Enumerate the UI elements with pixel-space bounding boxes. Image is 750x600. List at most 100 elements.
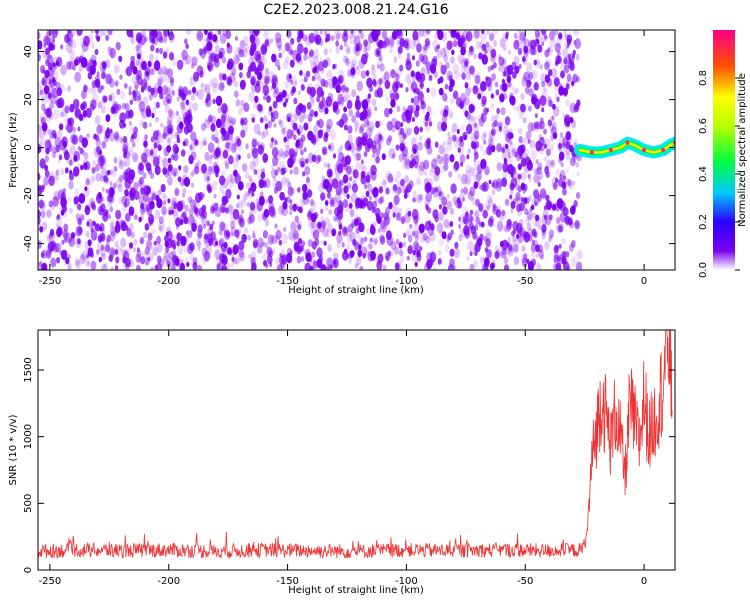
- spectrogram-cell: [275, 229, 282, 240]
- colorbar-tick-label: 0.0: [698, 262, 709, 278]
- spectrogram-cell: [537, 194, 542, 202]
- spectrogram-cell: [505, 34, 509, 40]
- spectrogram-cell: [309, 60, 313, 65]
- spectrogram-cell: [404, 130, 409, 138]
- spectrogram-cell: [176, 240, 180, 247]
- spectrogram-cell: [188, 154, 194, 165]
- spectrogram-cell: [443, 218, 450, 229]
- spectrogram-cell: [117, 184, 123, 193]
- spectrogram-cell: [517, 47, 523, 56]
- spectrogram-cell: [191, 63, 195, 69]
- spectrogram-cell: [483, 140, 487, 145]
- spectrogram-cell: [335, 46, 340, 54]
- spectrogram-cell: [411, 145, 417, 155]
- spectrogram-cell: [141, 202, 148, 213]
- spectrogram-cell: [119, 136, 124, 143]
- spectrogram-cell: [425, 30, 431, 36]
- spectrogram-cell: [322, 227, 329, 238]
- spectrogram-cell: [124, 83, 128, 89]
- spectrogram-cell: [553, 77, 560, 87]
- spectrogram-cell: [136, 48, 143, 59]
- spectrogram-cell: [290, 89, 295, 96]
- spectrogram-cell: [187, 214, 195, 226]
- spectrogram-cell: [321, 239, 325, 246]
- x-tick-label: -150: [276, 576, 299, 587]
- spectrogram-cell: [107, 74, 113, 84]
- spectrogram-cell: [346, 100, 353, 110]
- spectrogram-cell: [159, 225, 163, 231]
- spectrogram-cell: [45, 96, 50, 103]
- spectrogram-cell: [109, 222, 115, 230]
- spectrogram-cell: [298, 243, 302, 249]
- spectrogram-cell: [527, 261, 534, 270]
- spectrogram-cell: [311, 251, 316, 259]
- spectrogram-cell: [379, 195, 385, 204]
- spectrogram-cell: [425, 191, 433, 203]
- spectrogram-cell: [41, 122, 48, 132]
- spectrogram-cell: [164, 67, 170, 76]
- spectrogram-cell: [354, 119, 360, 129]
- spectrogram-cell: [250, 75, 257, 86]
- spectrogram-cell: [337, 163, 344, 174]
- spectrogram-cell: [385, 230, 392, 241]
- spectrogram-cell: [309, 265, 314, 270]
- spectrogram-cell: [513, 243, 519, 253]
- spectrogram-cell: [412, 249, 416, 256]
- spectrogram-cell: [472, 247, 478, 256]
- spectrogram-cell: [287, 116, 291, 122]
- spectrogram-cell: [438, 250, 442, 256]
- spectrogram-cell: [468, 166, 475, 177]
- spectrogram-cell: [160, 122, 164, 128]
- spectrogram-cell: [109, 92, 116, 103]
- spectrogram-cell: [202, 137, 208, 146]
- spectrogram-cell: [436, 49, 442, 59]
- spectrogram-cell: [549, 234, 553, 240]
- spectrogram-cell: [64, 105, 70, 114]
- spectrogram-cell: [269, 262, 273, 268]
- spectrogram-cell: [343, 55, 348, 64]
- spectrogram-cell: [129, 190, 133, 197]
- spectrogram-cell: [486, 205, 490, 210]
- spectrogram-cell: [133, 190, 140, 201]
- spectrogram-cell: [95, 172, 102, 182]
- spectrogram-cell: [399, 256, 405, 264]
- spectrogram-cell: [356, 233, 361, 240]
- spectrogram-cell: [442, 140, 447, 146]
- spectrogram-cell: [128, 90, 132, 96]
- spectrogram-cell: [417, 90, 424, 101]
- y-tick-label: 1500: [23, 357, 34, 382]
- spectrogram-cell: [414, 109, 420, 118]
- spectrogram-cell: [232, 257, 237, 265]
- spectrogram-cell: [76, 162, 82, 172]
- spectrogram-cell: [38, 44, 43, 50]
- spectrogram-cell: [358, 244, 362, 250]
- spectrogram-cell: [179, 177, 184, 185]
- spectrogram-cell: [559, 212, 567, 223]
- spectrogram-cell: [397, 45, 403, 54]
- spectrogram-cell: [513, 256, 520, 266]
- spectrogram-cell: [332, 105, 338, 113]
- spectrogram-cell: [125, 170, 129, 175]
- spectrogram-cell: [94, 115, 101, 125]
- spectrogram-cell: [262, 252, 267, 261]
- spectrogram-cell: [207, 142, 215, 154]
- spectrogram-cell: [265, 77, 269, 83]
- spectrogram-cell: [101, 196, 105, 203]
- spectrogram-cell: [567, 181, 574, 190]
- spectrogram-cell: [157, 144, 162, 151]
- spectrogram-cell: [281, 151, 286, 159]
- spectrogram-cell: [567, 53, 572, 60]
- spectrogram-cell: [349, 231, 357, 243]
- spectrogram-cell: [296, 137, 304, 149]
- spectrogram-cell: [124, 102, 128, 109]
- spectrogram-cell: [367, 250, 375, 262]
- spectrogram-cell: [184, 204, 189, 212]
- spectrogram-cell: [316, 120, 320, 127]
- spectrogram-cell: [167, 157, 172, 164]
- spectrogram-cell: [422, 44, 429, 55]
- spectrogram-cell: [167, 163, 173, 172]
- spectrogram-cell: [501, 177, 508, 188]
- spectrogram-cell: [329, 196, 335, 205]
- spectrogram-cell: [519, 31, 526, 42]
- spectrogram-cell: [290, 221, 297, 232]
